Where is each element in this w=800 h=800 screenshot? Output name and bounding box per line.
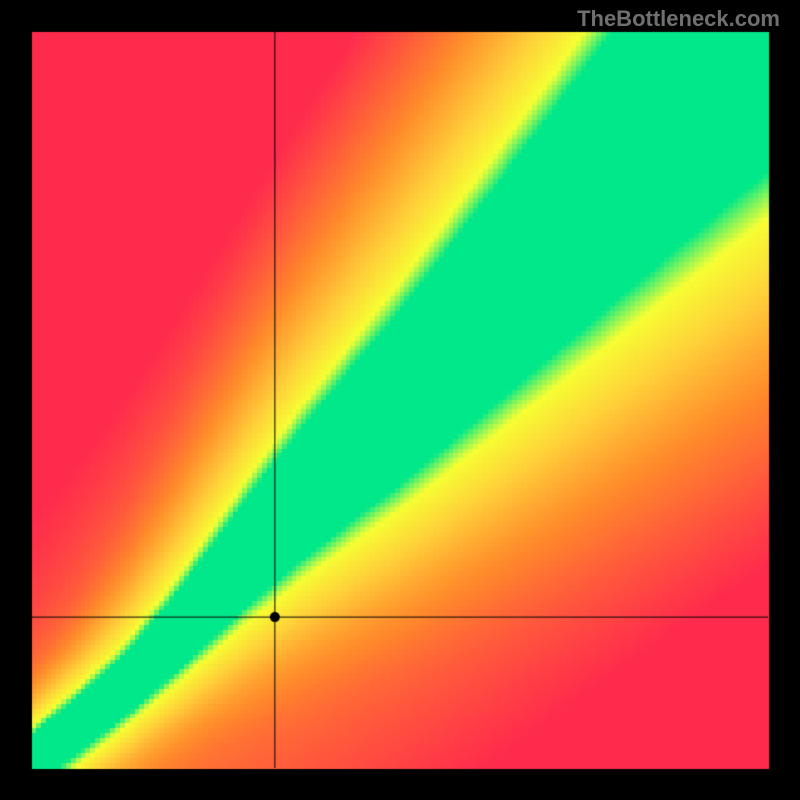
watermark-label: TheBottleneck.com bbox=[577, 6, 780, 32]
bottleneck-heatmap-canvas bbox=[0, 0, 800, 800]
chart-container: TheBottleneck.com bbox=[0, 0, 800, 800]
